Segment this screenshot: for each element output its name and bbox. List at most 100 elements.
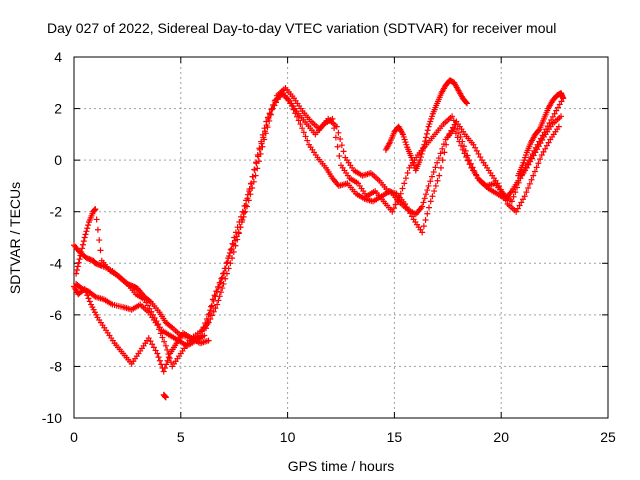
data-point — [533, 164, 540, 171]
x-axis-label: GPS time / hours — [288, 458, 395, 474]
x-tick-label: 5 — [177, 429, 185, 445]
data-point — [539, 132, 546, 139]
data-point — [225, 255, 232, 262]
data-point — [513, 208, 520, 215]
data-point — [205, 311, 212, 318]
data-point — [259, 143, 266, 150]
data-point — [537, 156, 544, 163]
data-point — [94, 226, 101, 233]
data-point — [470, 141, 477, 148]
data-point — [332, 134, 339, 141]
data-point — [228, 245, 235, 252]
data-point — [145, 335, 152, 342]
data-point — [218, 275, 225, 282]
data-point — [247, 191, 254, 198]
data-point — [233, 233, 240, 240]
data-point — [430, 169, 437, 176]
data-point — [464, 100, 471, 107]
series-trace-e — [382, 77, 471, 174]
data-point — [423, 191, 430, 198]
data-point — [473, 147, 480, 154]
data-point — [536, 138, 543, 145]
data-point — [535, 127, 542, 134]
data-point — [449, 124, 456, 131]
data-point — [210, 308, 217, 315]
data-point — [450, 117, 457, 124]
data-point — [164, 357, 171, 364]
data-point — [531, 168, 538, 175]
data-point — [477, 154, 484, 161]
data-point — [150, 344, 157, 351]
data-point — [155, 321, 162, 328]
data-point — [531, 147, 538, 154]
data-point — [403, 204, 410, 211]
data-point — [158, 361, 165, 368]
data-point — [81, 234, 88, 241]
data-point — [556, 101, 563, 108]
data-point — [143, 299, 150, 306]
data-point — [467, 160, 474, 167]
data-point — [397, 190, 404, 197]
data-point — [73, 266, 80, 273]
data-point — [437, 150, 444, 157]
data-point — [245, 197, 252, 204]
data-point — [405, 207, 412, 214]
data-point — [469, 164, 476, 171]
data-point — [527, 154, 534, 161]
data-point — [79, 241, 86, 248]
data-point — [421, 195, 428, 202]
data-point — [404, 170, 411, 177]
y-tick-label: 4 — [54, 49, 62, 65]
data-point — [534, 141, 541, 148]
data-point — [74, 263, 81, 270]
data-point — [464, 152, 471, 159]
data-point — [472, 171, 479, 178]
data-point — [389, 208, 396, 215]
data-point — [165, 354, 172, 361]
data-point — [224, 259, 231, 266]
data-point — [82, 231, 89, 238]
x-tick-label: 25 — [600, 429, 616, 445]
data-point — [76, 256, 83, 263]
data-point — [424, 187, 431, 194]
data-point — [271, 102, 278, 109]
data-point — [434, 159, 441, 166]
data-point — [417, 157, 424, 164]
data-point — [238, 219, 245, 226]
y-tick-label: 0 — [54, 152, 62, 168]
data-point — [235, 229, 242, 236]
series-trace-c — [73, 90, 567, 349]
data-point — [462, 147, 469, 154]
data-point — [408, 213, 415, 220]
data-point — [276, 93, 283, 100]
data-point — [402, 175, 409, 182]
data-point — [519, 171, 526, 178]
data-point — [211, 292, 218, 299]
data-point — [146, 305, 153, 312]
data-point — [216, 279, 223, 286]
data-point — [420, 144, 427, 151]
data-point — [399, 185, 406, 192]
data-point — [390, 205, 397, 212]
data-point — [212, 305, 219, 312]
data-point — [85, 295, 92, 302]
data-point — [551, 110, 558, 117]
data-point — [553, 107, 560, 114]
data-point — [205, 337, 212, 344]
data-point — [407, 210, 414, 217]
data-point — [208, 303, 215, 310]
data-point — [223, 260, 230, 267]
x-tick-label: 20 — [493, 429, 509, 445]
data-point — [297, 121, 304, 128]
data-point — [147, 338, 154, 345]
data-point — [77, 252, 84, 259]
data-point — [437, 164, 444, 171]
data-point — [213, 288, 220, 295]
data-point — [256, 146, 263, 153]
data-point — [97, 247, 104, 254]
data-point — [155, 354, 162, 361]
data-point — [543, 126, 550, 133]
data-point — [226, 249, 233, 256]
data-point — [257, 150, 264, 157]
